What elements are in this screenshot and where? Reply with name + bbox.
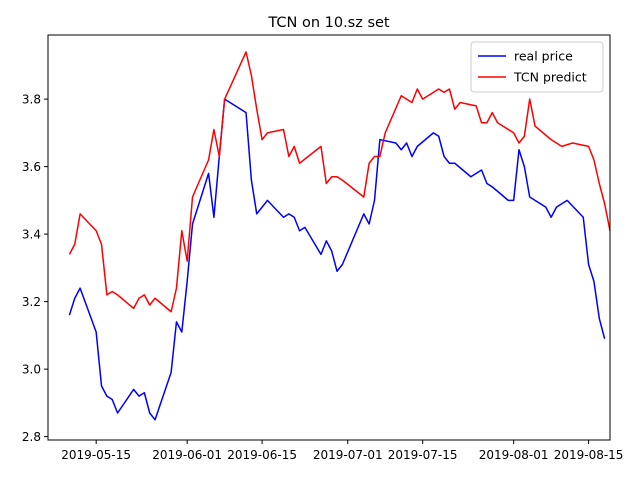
x-tick-label: 2019-06-15 <box>227 448 297 462</box>
legend: real price TCN predict <box>470 41 604 93</box>
y-tick-label: 3.6 <box>22 160 41 174</box>
y-tick-label: 3.0 <box>22 363 41 377</box>
legend-box <box>470 41 604 93</box>
x-axis: 2019-05-15 2019-06-01 2019-06-15 2019-07-01… <box>61 440 623 462</box>
plot-lines <box>68 51 611 421</box>
y-tick-label: 2.8 <box>22 430 41 444</box>
y-tick-label: 3.8 <box>22 93 41 107</box>
x-tick-label: 2019-07-01 <box>313 448 383 462</box>
axes-frame <box>47 34 611 441</box>
legend-label: real price <box>514 49 573 64</box>
chart-title: TCN on 10.sz set <box>267 15 390 31</box>
x-tick-label: 2019-05-15 <box>61 448 131 462</box>
x-tick-label: 2019-08-15 <box>554 448 624 462</box>
series-line-tcn-predict <box>68 51 611 313</box>
y-tick-label: 3.4 <box>22 228 41 242</box>
series-line-real-price <box>68 98 606 421</box>
x-tick-label: 2019-07-15 <box>388 448 458 462</box>
legend-label: TCN predict <box>513 70 587 85</box>
y-axis: 2.8 3.0 3.2 3.4 3.6 3.8 <box>22 93 48 444</box>
x-tick-label: 2019-08-01 <box>479 448 549 462</box>
x-tick-label: 2019-06-01 <box>152 448 222 462</box>
y-tick-label: 3.2 <box>22 295 41 309</box>
